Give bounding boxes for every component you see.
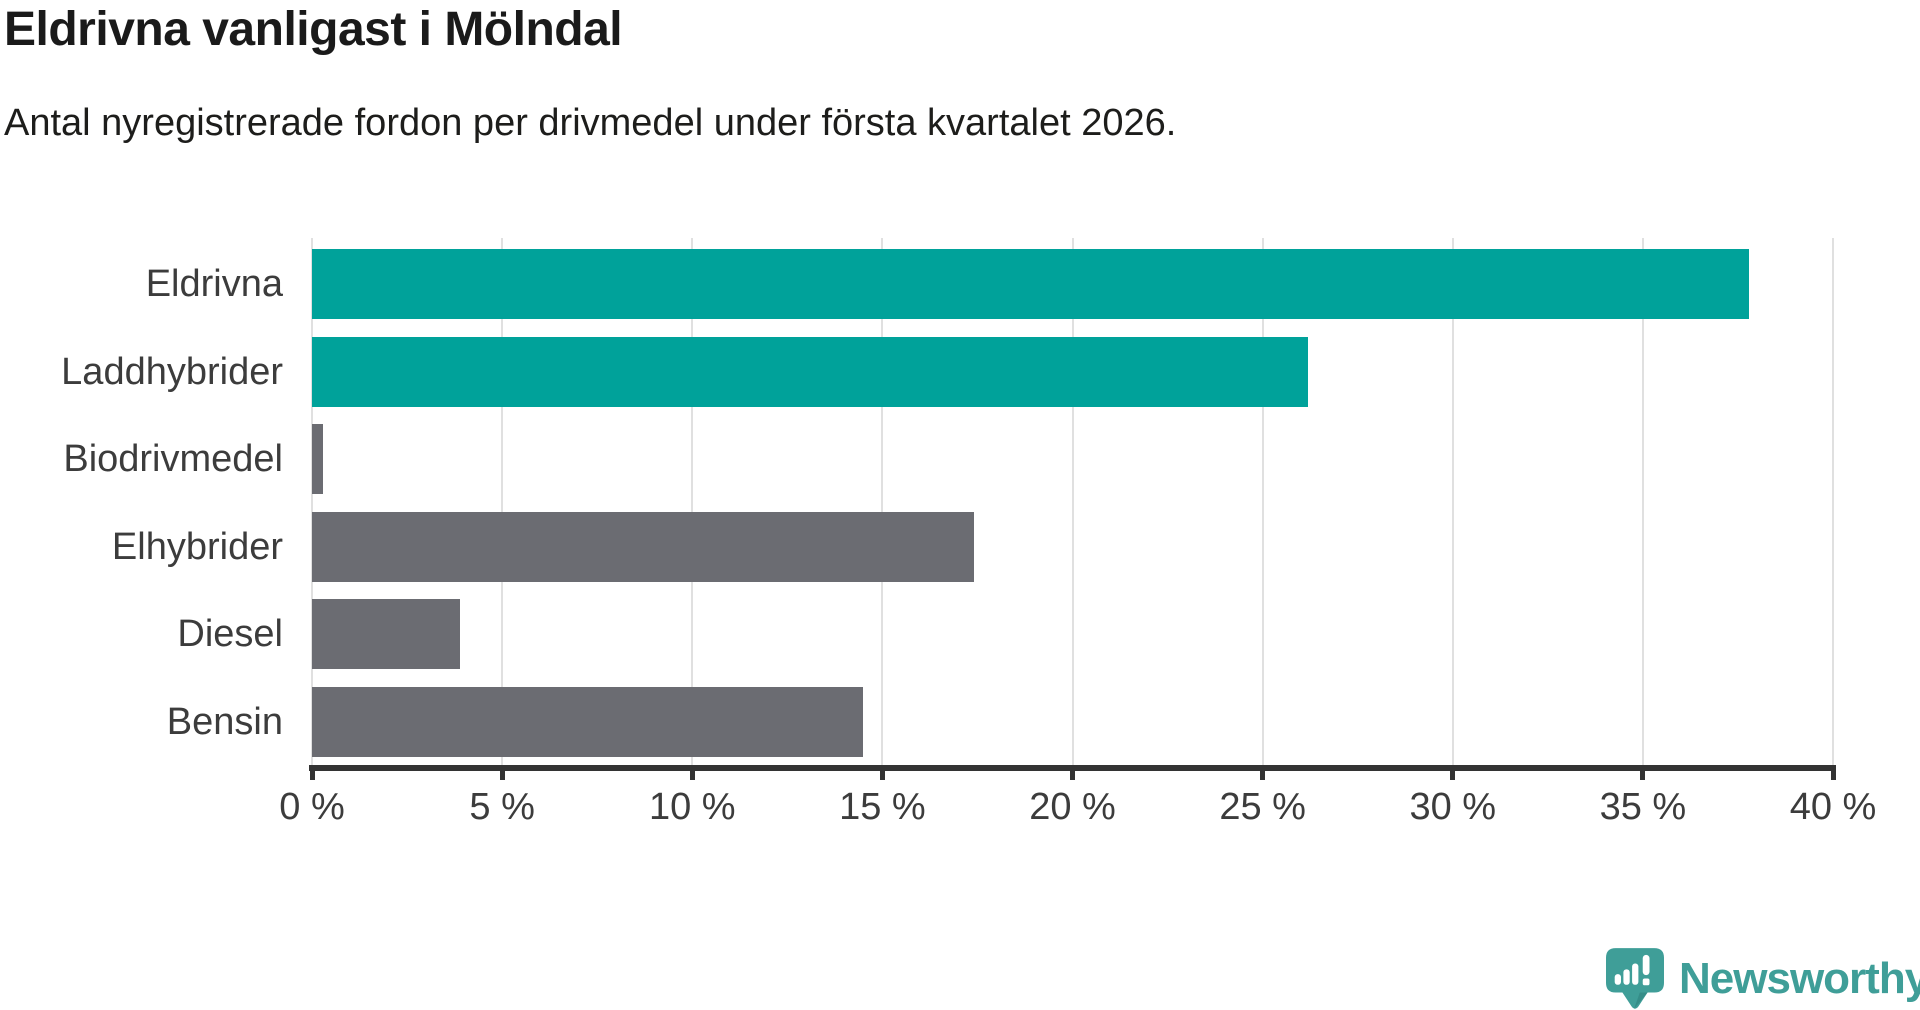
tick-mark [1260, 765, 1266, 780]
category-label: Eldrivna [145, 263, 283, 305]
bar [312, 336, 1309, 407]
tick-mark [689, 765, 695, 780]
gridline [691, 238, 694, 765]
gridline [311, 238, 313, 765]
x-tick-label: 15 % [839, 786, 926, 828]
bar [312, 249, 1750, 319]
x-tick-label: 35 % [1599, 786, 1687, 828]
x-tick-label: 40 % [1789, 786, 1877, 828]
category-label: Laddhybrider [61, 350, 283, 393]
bar [312, 511, 974, 582]
gridline [1261, 238, 1264, 765]
category-label: Bensin [166, 701, 283, 743]
category-label: Diesel [177, 613, 283, 656]
chart-title: Eldrivna vanligast i Mölndal [4, 3, 623, 56]
x-tick-label: 5 % [469, 786, 535, 828]
gridline [881, 238, 884, 765]
newsworthy-logo-text: Newsworthy [1679, 954, 1920, 1003]
tick-mark [1070, 765, 1075, 780]
tick-mark [309, 765, 315, 780]
newsworthy-logo-icon [1606, 948, 1664, 1009]
gridline [1451, 238, 1454, 765]
x-tick-label: 0 % [279, 786, 345, 828]
bar [312, 424, 324, 495]
tick-mark [499, 765, 505, 780]
gridline [501, 238, 504, 765]
category-label: Elhybrider [111, 525, 283, 568]
x-tick-label: 10 % [648, 786, 736, 828]
tick-mark [1640, 765, 1646, 780]
bar [312, 599, 461, 670]
gridline [1641, 238, 1644, 765]
x-tick-label: 20 % [1029, 786, 1116, 828]
tick-mark [879, 765, 885, 780]
gridline [1071, 238, 1074, 765]
x-tick-label: 30 % [1409, 786, 1497, 828]
tick-mark [1450, 765, 1456, 780]
chart-subtitle: Antal nyregistrerade fordon per drivmede… [4, 102, 1177, 144]
tick-mark [1830, 765, 1836, 780]
bar [312, 687, 864, 757]
category-label: Biodrivmedel [63, 438, 283, 481]
newsworthy-logo: Newsworthy [1606, 948, 1920, 1010]
x-tick-label: 25 % [1219, 786, 1306, 828]
gridline [1832, 238, 1834, 765]
